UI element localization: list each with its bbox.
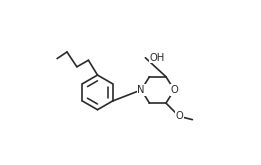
Text: N: N — [138, 85, 145, 95]
Text: O: O — [175, 111, 183, 121]
Text: O: O — [170, 85, 178, 95]
Text: OH: OH — [150, 53, 165, 63]
